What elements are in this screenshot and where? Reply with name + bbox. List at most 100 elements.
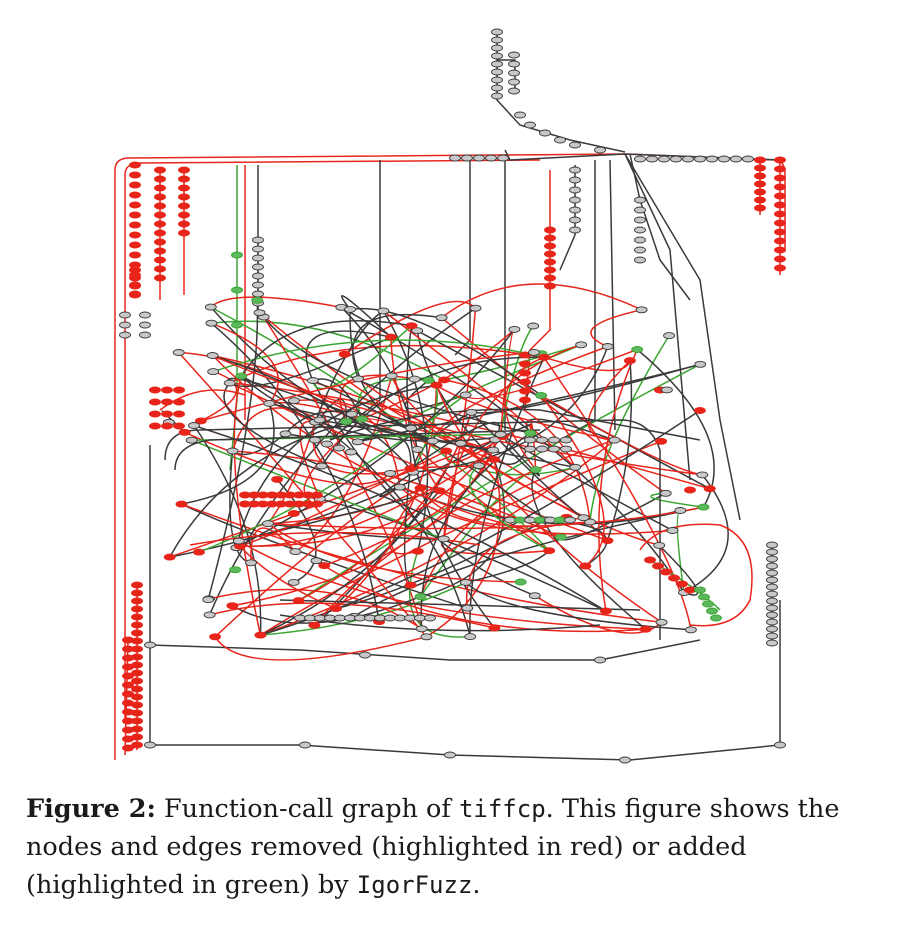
graph-node xyxy=(459,578,472,586)
added-node xyxy=(514,578,527,586)
graph-node xyxy=(508,60,520,68)
removed-edge xyxy=(344,300,477,355)
graph-node xyxy=(560,436,572,444)
added-node xyxy=(534,516,546,524)
removed-node xyxy=(131,597,143,605)
added-node xyxy=(340,418,353,425)
graph-node xyxy=(344,305,357,313)
graph-node xyxy=(411,327,424,335)
removed-node xyxy=(411,547,424,555)
removed-node xyxy=(161,410,173,418)
added-node xyxy=(235,372,248,380)
graph-node xyxy=(185,436,198,444)
graph-node xyxy=(352,375,365,383)
added-node xyxy=(554,516,566,524)
graph-edge xyxy=(624,153,741,521)
graph-edge xyxy=(406,325,495,629)
removed-node xyxy=(519,378,531,386)
graph-node xyxy=(653,541,666,549)
removed-node xyxy=(544,234,556,242)
graph-node xyxy=(144,741,156,749)
graph-edge xyxy=(329,408,701,441)
added-node xyxy=(535,392,548,399)
removed-node xyxy=(122,681,134,689)
graph-node xyxy=(569,141,581,149)
graph-node xyxy=(444,751,456,759)
removed-node xyxy=(122,735,134,743)
graph-node xyxy=(658,155,670,163)
added-node xyxy=(229,566,242,574)
added-edge xyxy=(650,492,704,508)
graph-node xyxy=(304,614,316,622)
removed-node xyxy=(129,290,141,298)
graph-node xyxy=(766,562,778,570)
graph-node xyxy=(454,439,467,447)
graph-node xyxy=(548,445,560,453)
added-node xyxy=(631,346,644,353)
removed-node xyxy=(154,193,166,201)
graph-node xyxy=(569,463,582,471)
removed-node xyxy=(519,396,531,404)
removed-node xyxy=(131,669,143,677)
graph-edge xyxy=(312,380,536,597)
graph-edge xyxy=(174,429,541,471)
graph-edge xyxy=(169,418,363,558)
caption-text-2: . This figure shows the nodes and edges … xyxy=(26,794,840,900)
added-node xyxy=(231,286,243,294)
graph-edges xyxy=(114,35,786,761)
added-node xyxy=(251,296,264,304)
graph-node xyxy=(144,641,156,649)
graph-node xyxy=(314,614,326,622)
removed-node xyxy=(173,410,185,418)
removed-node xyxy=(754,188,766,196)
removed-node xyxy=(544,258,556,266)
graph-node xyxy=(354,614,366,622)
graph-node xyxy=(569,226,581,234)
removed-node xyxy=(774,183,786,191)
graph-node xyxy=(694,155,706,163)
removed-edge xyxy=(239,545,337,610)
removed-node xyxy=(154,175,166,183)
graph-node xyxy=(766,625,778,633)
added-node xyxy=(231,321,243,329)
removed-node xyxy=(519,369,531,377)
added-node xyxy=(555,533,567,541)
removed-node xyxy=(154,184,166,192)
graph-node xyxy=(485,154,497,162)
graph-edge xyxy=(193,424,607,612)
removed-node xyxy=(154,247,166,255)
removed-edge xyxy=(250,527,296,563)
removed-edge xyxy=(428,379,615,441)
graph-node xyxy=(491,52,503,60)
graph-node xyxy=(263,399,276,407)
graph-edge xyxy=(149,639,701,661)
removed-node xyxy=(122,744,134,752)
graph-node xyxy=(494,430,507,438)
removed-node xyxy=(774,174,786,182)
graph-node xyxy=(774,741,786,749)
graph-node xyxy=(766,576,778,584)
graph-node xyxy=(393,483,406,491)
removed-node xyxy=(122,654,134,662)
graph-node xyxy=(253,309,266,317)
graph-node xyxy=(333,444,345,452)
graph-node xyxy=(536,436,548,444)
removed-node xyxy=(122,672,134,680)
removed-edge xyxy=(124,159,541,720)
removed-edge xyxy=(181,503,662,624)
graph-edge xyxy=(229,336,392,388)
removed-node xyxy=(154,211,166,219)
graph-node xyxy=(491,68,503,76)
graph-node xyxy=(394,614,406,622)
graph-node xyxy=(524,436,536,444)
graph-node xyxy=(491,84,503,92)
graph-node xyxy=(414,614,426,622)
graph-edge xyxy=(504,149,626,161)
graph-node xyxy=(223,379,236,387)
removed-edge xyxy=(200,351,535,422)
graph-edge xyxy=(169,439,496,558)
graph-node xyxy=(634,226,646,234)
graph-node xyxy=(119,321,131,329)
removed-edge xyxy=(441,283,642,319)
graph-node xyxy=(334,614,346,622)
